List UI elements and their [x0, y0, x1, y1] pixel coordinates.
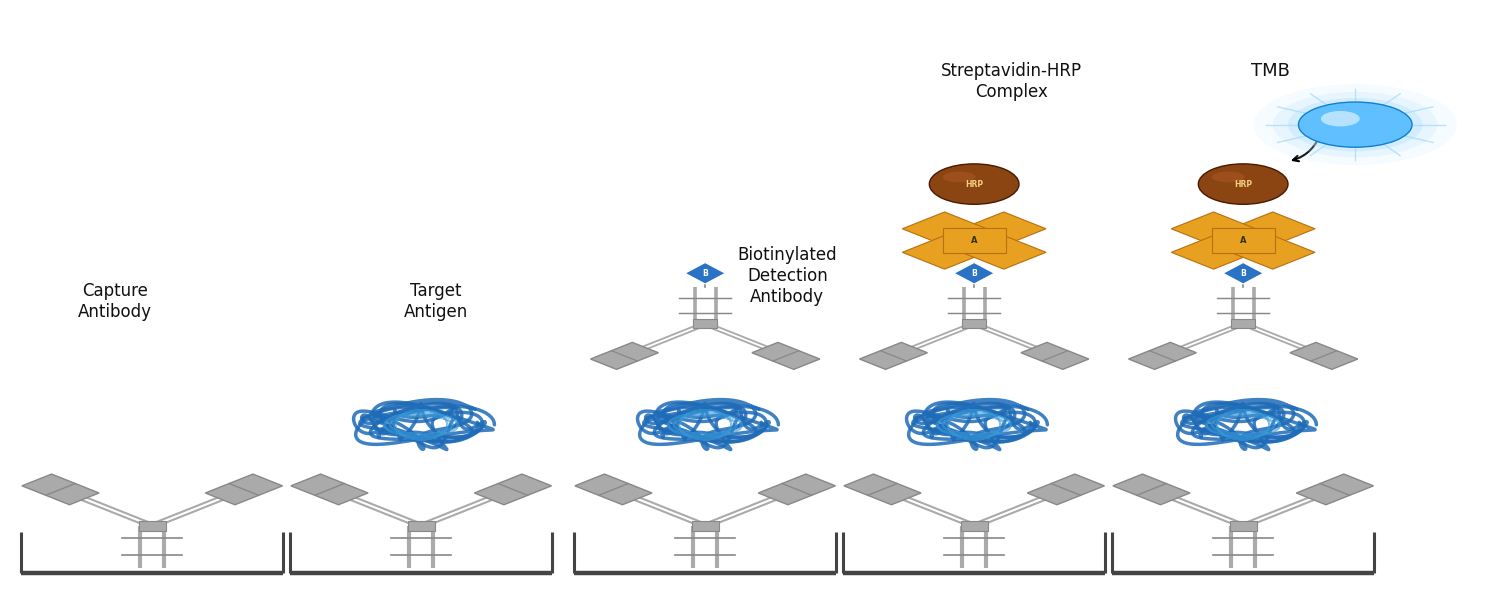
Ellipse shape: [1212, 172, 1245, 182]
Polygon shape: [844, 474, 921, 505]
Polygon shape: [952, 212, 1046, 249]
Polygon shape: [1296, 474, 1374, 505]
FancyBboxPatch shape: [692, 521, 718, 531]
Polygon shape: [1172, 232, 1264, 269]
Polygon shape: [952, 232, 1046, 269]
FancyBboxPatch shape: [960, 521, 987, 531]
Text: TMB: TMB: [1251, 62, 1290, 80]
Polygon shape: [1022, 343, 1089, 370]
Ellipse shape: [944, 172, 975, 182]
Polygon shape: [22, 474, 99, 505]
Text: B: B: [1240, 269, 1246, 278]
FancyBboxPatch shape: [1230, 521, 1257, 531]
Text: B: B: [702, 269, 708, 278]
Text: B: B: [972, 269, 976, 278]
FancyBboxPatch shape: [140, 521, 165, 531]
Polygon shape: [1028, 474, 1104, 505]
Polygon shape: [591, 343, 658, 370]
Polygon shape: [206, 474, 282, 505]
Polygon shape: [1222, 263, 1263, 284]
Ellipse shape: [1198, 164, 1288, 204]
Circle shape: [1254, 84, 1456, 165]
Text: A: A: [1240, 236, 1246, 245]
Polygon shape: [954, 263, 994, 284]
Circle shape: [1299, 102, 1412, 147]
Circle shape: [1322, 111, 1359, 127]
FancyBboxPatch shape: [1232, 319, 1256, 328]
Polygon shape: [759, 474, 836, 505]
FancyBboxPatch shape: [944, 228, 1005, 253]
Polygon shape: [574, 474, 652, 505]
Text: HRP: HRP: [964, 179, 982, 188]
Text: HRP: HRP: [1234, 179, 1252, 188]
Polygon shape: [1222, 212, 1316, 249]
Text: Biotinylated
Detection
Antibody: Biotinylated Detection Antibody: [738, 247, 837, 306]
FancyBboxPatch shape: [693, 319, 717, 328]
Polygon shape: [1172, 212, 1264, 249]
Text: Streptavidin-HRP
Complex: Streptavidin-HRP Complex: [940, 62, 1082, 101]
Polygon shape: [474, 474, 552, 505]
Polygon shape: [903, 232, 996, 269]
Text: A: A: [970, 236, 978, 245]
Ellipse shape: [930, 164, 1019, 204]
Text: Capture
Antibody: Capture Antibody: [78, 282, 152, 321]
Polygon shape: [1128, 343, 1197, 370]
Polygon shape: [291, 474, 368, 505]
Polygon shape: [859, 343, 927, 370]
Polygon shape: [752, 343, 820, 370]
FancyBboxPatch shape: [963, 319, 986, 328]
Polygon shape: [1222, 232, 1316, 269]
Polygon shape: [903, 212, 996, 249]
FancyBboxPatch shape: [408, 521, 435, 531]
Polygon shape: [1290, 343, 1358, 370]
Text: Target
Antigen: Target Antigen: [404, 282, 468, 321]
Polygon shape: [1113, 474, 1190, 505]
Circle shape: [1274, 92, 1437, 157]
Circle shape: [1288, 98, 1422, 151]
FancyBboxPatch shape: [1212, 228, 1275, 253]
Polygon shape: [686, 263, 726, 284]
